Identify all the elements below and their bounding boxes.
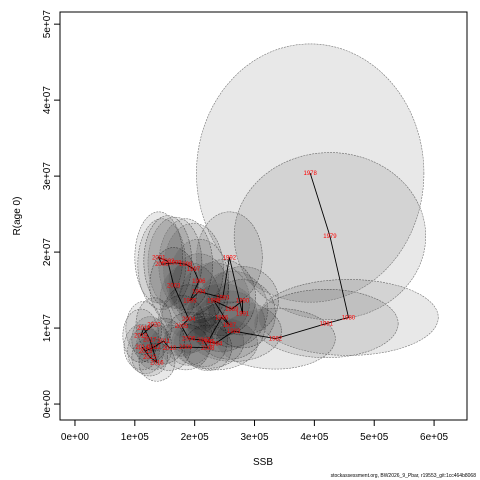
year-label: 2011 [157, 339, 171, 345]
x-tick-label: 0e+00 [61, 432, 90, 443]
year-label: 2010 [163, 346, 177, 352]
y-axis-title: R(age 0) [12, 197, 23, 236]
year-label: 1993 [216, 296, 230, 302]
year-label: 1980 [342, 315, 356, 321]
year-label: 2016 [150, 360, 164, 366]
sr-path [140, 172, 350, 364]
y-tick-label: 3e+07 [42, 162, 53, 191]
year-label: 1997 [187, 267, 201, 273]
y-tick-label: 1e+07 [42, 314, 53, 343]
y-tick-label: 5e+07 [42, 10, 53, 39]
x-tick-label: 3e+05 [240, 432, 269, 443]
x-tick-label: 5e+05 [360, 432, 389, 443]
year-label: 1996 [192, 279, 206, 285]
x-tick-label: 4e+05 [300, 432, 329, 443]
year-label: 1989 [225, 307, 239, 313]
year-label: 1992 [223, 255, 237, 261]
year-label: 1979 [323, 234, 337, 240]
x-tick-label: 6e+05 [420, 432, 449, 443]
year-label: 1990 [236, 299, 250, 305]
y-tick-label: 4e+07 [42, 86, 53, 115]
x-tick-label: 1e+05 [121, 432, 150, 443]
year-label: 1998 [179, 262, 193, 268]
year-label: 2017 [143, 337, 157, 343]
year-label: 2002 [161, 259, 175, 265]
year-label: 2004 [182, 317, 196, 323]
plot-frame [59, 11, 468, 421]
year-label: 2018 [137, 326, 151, 332]
year-label: 2005 [175, 324, 189, 330]
year-label: 2015 [143, 355, 157, 361]
year-label: 2001 [152, 255, 166, 261]
year-label: 2012 [147, 345, 161, 351]
year-label: 1978 [304, 171, 318, 177]
year-label: 2020 [147, 322, 161, 328]
footer: stockassessment.org, BW2026_9_Pbar, r195… [331, 473, 477, 479]
year-label: 1988 [207, 299, 221, 305]
year-label: 1994 [192, 290, 206, 296]
year-label: 1999 [168, 261, 182, 267]
year-label: 1987 [223, 323, 237, 329]
year-label: 2013 [139, 349, 153, 355]
year-label: 1991 [236, 312, 250, 318]
year-label: 2006 [182, 337, 196, 343]
year-label: 2019 [134, 334, 148, 340]
x-axis-title: SSB [253, 457, 273, 468]
year-label: 2014 [135, 345, 149, 351]
year-label: 2007 [197, 338, 211, 344]
year-label: 1982 [269, 337, 283, 343]
x-tick-label: 2e+05 [181, 432, 210, 443]
year-label: 1985 [201, 340, 215, 346]
year-label: 1981 [320, 322, 334, 328]
year-label: 2008 [201, 346, 215, 352]
year-label: 1995 [183, 299, 197, 305]
confidence-ellipse [135, 297, 173, 352]
year-label: 2003 [167, 284, 181, 290]
year-label: 1983 [227, 329, 241, 335]
y-tick-label: 2e+07 [42, 238, 53, 267]
year-label: 1984 [209, 341, 223, 347]
year-label: 2000 [155, 262, 169, 268]
y-tick-label: 0e+00 [42, 390, 53, 419]
year-label: 2009 [179, 345, 193, 351]
year-label: 1986 [215, 315, 229, 321]
